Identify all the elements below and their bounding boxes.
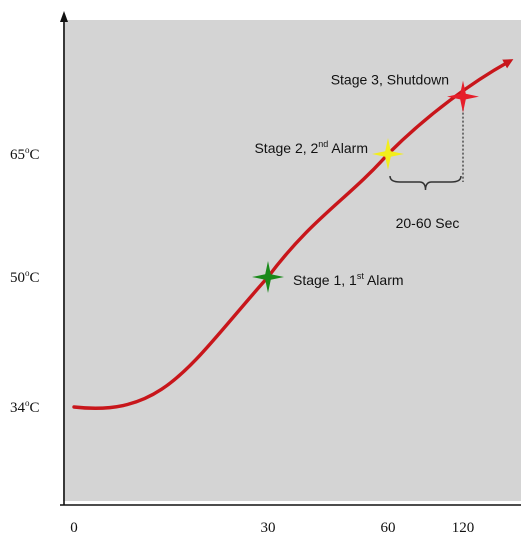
stage-2-label: Stage 2, 2nd Alarm [254,139,368,156]
y-tick-label: 50oC [10,268,40,286]
x-tick-label: 60 [381,520,396,536]
stage-label-suffix: Alarm [364,272,404,288]
stage-label-text: Stage 3, Shutdown [331,72,449,88]
stage-label-text: Stage 1, 1 [293,272,357,288]
y-tick-unit: C [30,270,40,286]
interval-brace [389,175,462,191]
stage-label-ordinal: nd [318,139,328,149]
stage-3-star-icon [447,80,479,113]
y-tick-label: 34oC [10,398,40,416]
y-tick-value: 50 [10,270,25,286]
y-tick-label: 65oC [10,145,40,163]
y-tick-value: 65 [10,147,25,163]
stage-2-star-icon [372,138,404,170]
stage-label-text: Stage 2, 2 [254,140,318,156]
y-tick-unit-degree: o [25,398,30,408]
x-tick-label: 30 [261,520,276,536]
plot-background [63,20,521,501]
x-tick-label: 0 [70,520,78,536]
stage-1-label: Stage 1, 1st Alarm [293,271,404,288]
x-tick-label: 120 [452,520,475,536]
stage-label-suffix: Alarm [328,140,368,156]
y-tick-unit: C [30,147,40,163]
y-tick-unit-degree: o [25,145,30,155]
y-tick-unit-degree: o [25,268,30,278]
y-tick-unit: C [30,400,40,416]
series-line [72,59,514,410]
y-tick-value: 34 [10,400,26,416]
stage-1-star-icon [252,261,284,293]
stage-label-ordinal: st [357,271,365,281]
stage-markers [252,80,479,293]
stage-3-label: Stage 3, Shutdown [331,72,449,88]
y-axis-arrow [60,11,68,22]
x-axis-ticks: 0 30 60 120 [70,520,474,536]
interval-label: 20-60 Sec [396,215,460,231]
